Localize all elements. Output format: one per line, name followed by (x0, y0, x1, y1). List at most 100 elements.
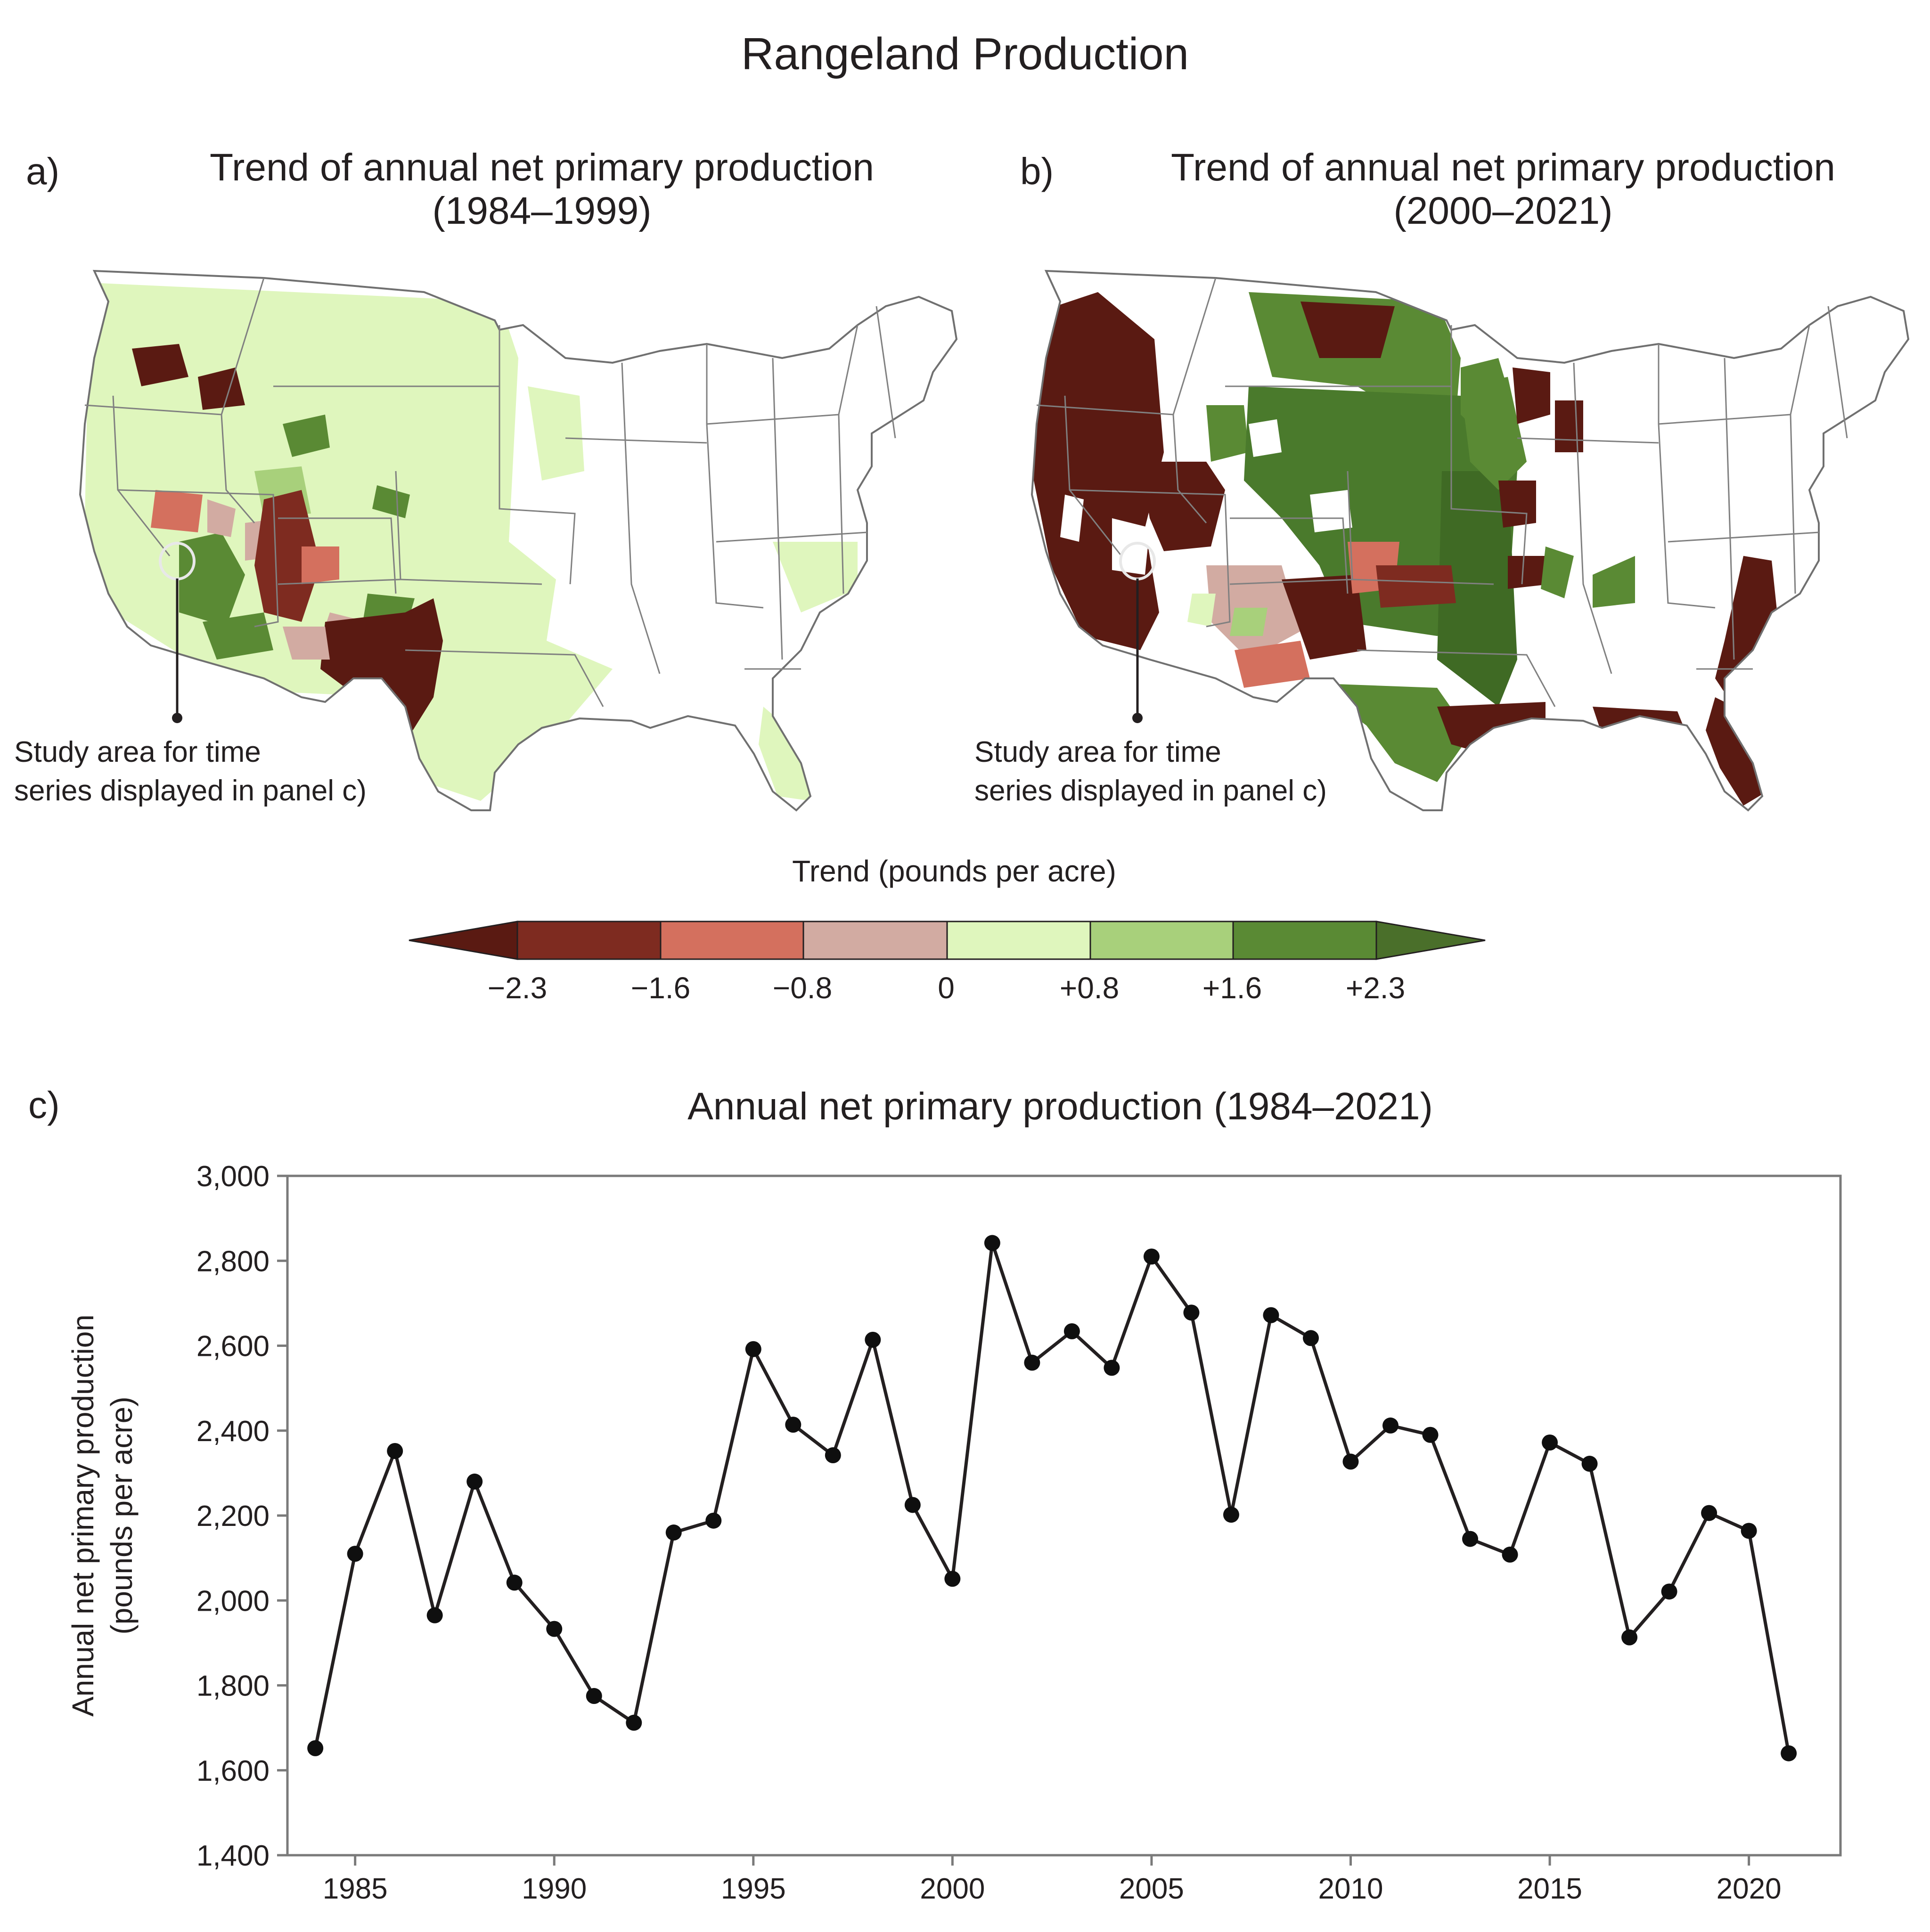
data-point (506, 1574, 523, 1591)
panel-a-note-line1: Study area for time (14, 736, 261, 768)
data-point (1462, 1531, 1479, 1547)
data-point (1661, 1583, 1677, 1600)
colorbar (409, 921, 1486, 960)
x-tick-label: 2005 (1119, 1873, 1184, 1905)
data-point (1263, 1307, 1279, 1323)
x-tick-label: 2020 (1717, 1873, 1782, 1905)
data-point (546, 1621, 563, 1637)
y-tick-label: 2,600 (196, 1330, 270, 1363)
data-point (466, 1473, 483, 1490)
data-point (586, 1688, 602, 1704)
panel-c-label: c) (28, 1084, 60, 1126)
data-point (307, 1740, 324, 1756)
data-point (1104, 1360, 1120, 1376)
data-point (1143, 1248, 1160, 1265)
y-tick-label: 2,200 (196, 1500, 270, 1533)
panel-b-title: Trend of annual net primary production (… (1079, 146, 1927, 233)
colorbar-tick: −1.6 (630, 971, 691, 1005)
y-tick-label: 2,400 (196, 1415, 270, 1448)
colorbar-tick: −2.3 (487, 971, 548, 1005)
panel-a-title-line2: (1984–1999) (432, 189, 652, 232)
data-point (1302, 1330, 1319, 1346)
data-point (1581, 1456, 1598, 1472)
data-point (825, 1447, 841, 1464)
map-b-trend-areas (1032, 271, 1908, 810)
x-tick-label: 1990 (522, 1873, 587, 1905)
x-tick-label: 2000 (920, 1873, 985, 1905)
y-axis-label-line2: (pounds per acre) (105, 1396, 139, 1634)
data-point (387, 1443, 403, 1459)
map-a-outline (79, 269, 958, 812)
y-tick-label: 3,000 (196, 1160, 270, 1193)
data-point (1502, 1546, 1518, 1563)
colorbar-title: Trend (pounds per acre) (792, 854, 1116, 888)
panel-b-note-line1: Study area for time (974, 736, 1221, 768)
map-b-outline (1030, 269, 1910, 812)
chart-title: Annual net primary production (1984–2021… (687, 1085, 1433, 1128)
line-chart: Annual net primary production (pounds pe… (66, 1160, 1842, 1905)
data-point (1382, 1417, 1399, 1434)
panel-b-note-line2: series displayed in panel c) (974, 774, 1327, 807)
map-b-state-borders (1036, 277, 1848, 707)
panel-a-label: a) (26, 150, 60, 192)
y-tick-label: 2,800 (196, 1245, 270, 1278)
data-point (944, 1571, 961, 1587)
plot-frame (286, 1174, 1842, 1857)
x-tick-label: 2015 (1517, 1873, 1582, 1905)
colorbar-arrow-low (409, 921, 518, 960)
colorbar-segment (802, 921, 948, 960)
data-point (904, 1497, 921, 1513)
map-a-state-borders (84, 277, 896, 707)
y-tick-label: 1,600 (196, 1755, 270, 1787)
data-point (785, 1417, 801, 1433)
map-b-leader-dot (1132, 713, 1143, 723)
colorbar-tick: +2.3 (1345, 971, 1406, 1005)
map-a-leader-dot (172, 713, 182, 723)
data-point (1741, 1523, 1757, 1539)
colorbar-segment (660, 921, 804, 960)
data-point (1781, 1745, 1797, 1761)
colorbar-tick: +1.6 (1202, 971, 1262, 1005)
panel-a-note: Study area for time series displayed in … (14, 733, 367, 810)
data-point (745, 1341, 761, 1357)
y-tick-label: 1,400 (196, 1840, 270, 1872)
data-point (665, 1524, 682, 1541)
data-point (626, 1714, 642, 1731)
data-point (865, 1331, 881, 1348)
panel-b-title-line1: Trend of annual net primary production (1171, 146, 1835, 189)
colorbar-segment (516, 921, 662, 960)
x-tick-label: 2010 (1318, 1873, 1383, 1905)
colorbar-tick: +0.8 (1059, 971, 1120, 1005)
data-point (984, 1235, 1000, 1251)
x-tick-label: 1995 (721, 1873, 786, 1905)
colorbar-tick: −0.8 (772, 971, 833, 1005)
data-point (1024, 1354, 1040, 1371)
colorbar-arrow-high (1375, 921, 1486, 960)
y-tick-label: 2,000 (196, 1585, 270, 1617)
series-line (313, 1241, 1791, 1754)
panel-a-note-line2: series displayed in panel c) (14, 774, 367, 807)
data-point (1223, 1507, 1239, 1523)
colorbar-segment (1089, 921, 1234, 960)
data-point (347, 1546, 363, 1562)
colorbar-segment (946, 921, 1091, 960)
panel-b-title-line2: (2000–2021) (1393, 189, 1613, 232)
data-point (705, 1512, 722, 1529)
panel-b-note: Study area for time series displayed in … (974, 733, 1327, 810)
map-b (1030, 269, 1910, 812)
data-point (1621, 1629, 1638, 1646)
data-point (426, 1607, 443, 1623)
panel-a-title-line1: Trend of annual net primary production (210, 146, 874, 189)
data-point (1422, 1427, 1439, 1443)
colorbar-segment (1232, 921, 1377, 960)
data-point (1701, 1505, 1717, 1521)
x-tick-label: 1985 (323, 1873, 388, 1905)
y-axis-label-line1: Annual net primary production (66, 1314, 100, 1717)
data-point (1342, 1453, 1359, 1470)
main-title: Rangeland Production (741, 29, 1189, 79)
data-point (1063, 1323, 1080, 1339)
data-point (1542, 1434, 1558, 1451)
y-tick-label: 1,800 (196, 1670, 270, 1703)
y-axis-label: Annual net primary production (pounds pe… (66, 1314, 139, 1717)
